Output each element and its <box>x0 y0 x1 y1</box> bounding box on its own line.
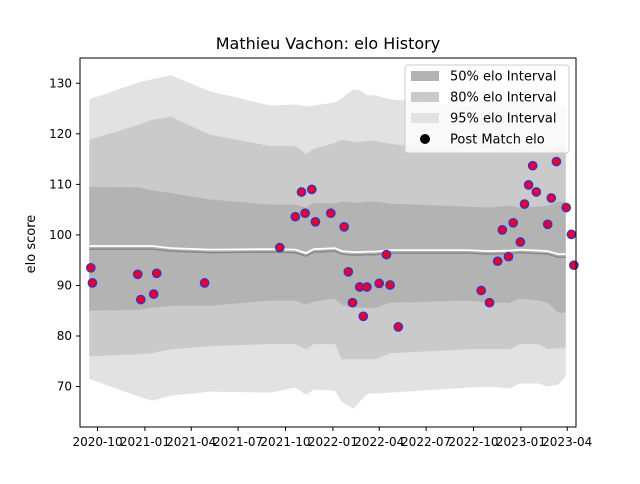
y-tick-label: 100 <box>49 228 72 242</box>
data-point <box>551 156 562 167</box>
x-tick-label: 2020-10 <box>72 435 122 449</box>
data-point <box>519 199 530 209</box>
x-tick-label: 2022-04 <box>354 435 404 449</box>
data-point <box>515 237 526 247</box>
x-tick-label: 2023-04 <box>542 435 592 449</box>
mean-line-highlight <box>89 245 566 256</box>
data-point <box>151 268 162 279</box>
legend-label: Post Match elo <box>450 133 545 148</box>
data-point <box>148 289 159 299</box>
data-point <box>135 294 146 305</box>
y-tick-label: 90 <box>57 278 72 292</box>
data-point <box>374 278 385 289</box>
x-tick-label: 2022-01 <box>308 435 358 449</box>
x-tick-label: 2021-10 <box>260 435 310 449</box>
x-tick-label: 2022-07 <box>401 435 451 449</box>
data-point <box>508 217 519 228</box>
data-point <box>343 266 354 277</box>
data-point <box>546 193 557 203</box>
mean-line <box>89 248 566 258</box>
mean-lines <box>89 245 566 258</box>
y-tick-label: 130 <box>49 76 72 90</box>
data-point <box>523 180 534 190</box>
data-point <box>310 216 321 227</box>
data-point <box>358 311 369 322</box>
data-point <box>362 282 372 292</box>
x-tick-label: 2022-10 <box>448 435 498 449</box>
data-point <box>347 297 358 308</box>
data-point <box>290 211 301 222</box>
interval-bands <box>89 75 566 409</box>
x-tick-label: 2021-01 <box>120 435 170 449</box>
data-point <box>503 251 514 262</box>
data-point <box>476 285 487 296</box>
data-point <box>393 322 404 332</box>
y-tick-label: 70 <box>57 380 72 394</box>
data-point <box>132 269 143 280</box>
data-point <box>87 278 98 288</box>
data-point <box>199 278 210 288</box>
data-point <box>381 249 392 260</box>
data-point <box>385 280 395 290</box>
data-point <box>531 187 542 197</box>
y-tick-label: 80 <box>57 329 72 343</box>
legend-label: 50% elo Interval <box>450 70 557 85</box>
x-tick-label: 2023-01 <box>496 435 546 449</box>
y-tick-label: 110 <box>49 177 72 191</box>
data-point <box>85 262 96 273</box>
data-point <box>527 160 538 171</box>
x-tick-label: 2021-07 <box>213 435 263 449</box>
data-point <box>296 187 307 197</box>
legend-box <box>404 64 570 154</box>
y-axis-label: elo score <box>24 215 39 274</box>
legend-label: 95% elo Interval <box>450 112 557 127</box>
y-tick-label: 120 <box>49 127 72 141</box>
data-point <box>566 229 577 240</box>
data-point <box>484 297 495 308</box>
data-point <box>325 208 336 219</box>
axes: 7080901001101201302020-102021-012021-042… <box>49 57 592 449</box>
legend-marker <box>420 134 430 144</box>
data-point <box>274 242 285 253</box>
x-tick-label: 2021-04 <box>166 435 216 449</box>
chart-title: Mathieu Vachon: elo History <box>216 34 440 53</box>
data-point <box>306 184 317 195</box>
data-point <box>300 208 310 219</box>
data-point <box>561 202 572 213</box>
plot-frame <box>79 57 577 428</box>
data-point <box>492 256 503 267</box>
legend-swatch <box>411 113 439 123</box>
data-point <box>339 221 350 232</box>
legend-swatch <box>411 92 439 102</box>
post-match-points <box>85 156 579 332</box>
data-point <box>497 225 508 235</box>
data-point <box>569 260 579 271</box>
legend-swatch <box>411 71 439 81</box>
legend-label: 80% elo Interval <box>450 91 557 106</box>
legend: 50% elo Interval 80% elo Interval 95% elo … <box>404 64 570 154</box>
data-point <box>542 219 553 230</box>
